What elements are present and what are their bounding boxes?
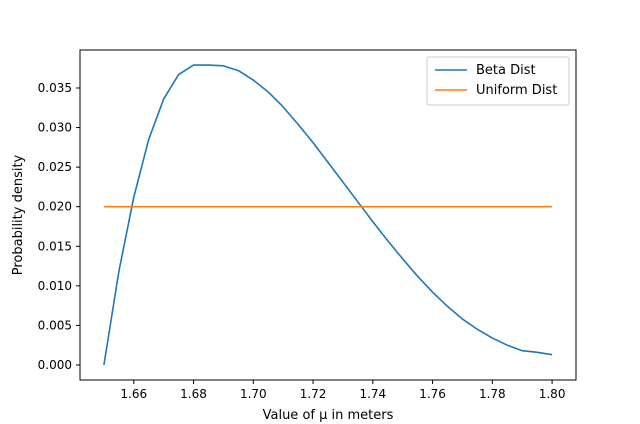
y-tick-label: 0.025: [38, 160, 72, 174]
x-tick-label: 1.70: [240, 387, 267, 401]
x-tick-label: 1.74: [359, 387, 386, 401]
legend-label-beta-dist: Beta Dist: [476, 63, 536, 78]
y-tick-label: 0.035: [38, 81, 72, 95]
y-tick-label: 0.015: [38, 239, 72, 253]
x-tick-label: 1.68: [180, 387, 207, 401]
x-tick-label: 1.80: [539, 387, 566, 401]
x-tick-label: 1.78: [479, 387, 506, 401]
legend-label-uniform-dist: Uniform Dist: [476, 83, 557, 98]
series-line-beta-dist: [103, 64, 553, 366]
y-tick-label: 0.010: [38, 279, 72, 293]
y-tick-label: 0.005: [38, 318, 72, 332]
legend: Beta Dist Uniform Dist: [426, 56, 570, 106]
x-tick-label: 1.76: [419, 387, 446, 401]
x-axis-label: Value of μ in meters: [263, 408, 394, 423]
y-tick-label: 0.000: [38, 358, 72, 372]
y-tick-label: 0.030: [38, 121, 72, 135]
y-ticks: 0.000 0.005 0.010 0.015 0.020 0.025 0.030 0.035: [38, 81, 80, 372]
y-tick-label: 0.020: [38, 200, 72, 214]
series-layer: [103, 64, 553, 366]
x-ticks: 1.66 1.68 1.70 1.72 1.74 1.76 1.78 1.80: [120, 380, 565, 401]
axes-frame: [79, 49, 577, 381]
x-tick-label: 1.66: [120, 387, 147, 401]
y-axis-label: Probability density: [11, 154, 26, 275]
legend-box: [426, 56, 570, 106]
x-tick-label: 1.72: [300, 387, 327, 401]
